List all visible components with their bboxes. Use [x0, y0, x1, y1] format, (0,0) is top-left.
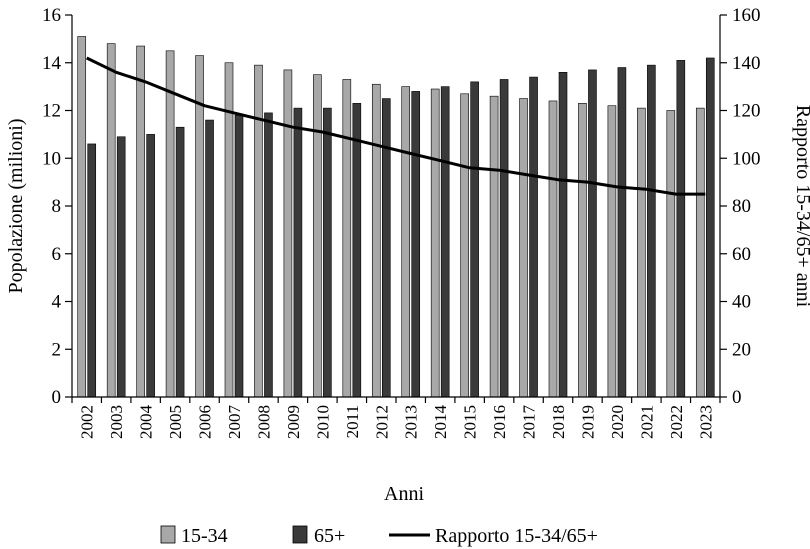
bar-65plus-2015 — [470, 81, 479, 398]
x-tick-label: 2005 — [166, 405, 185, 439]
y2-tick-label: 120 — [732, 101, 761, 122]
bar-15-34-2021 — [637, 107, 646, 398]
bar-65plus-2018 — [558, 72, 568, 398]
y-tick-label: 0 — [52, 387, 62, 408]
bar-15-34-2015 — [460, 93, 469, 398]
bar-15-34-2009 — [283, 69, 293, 398]
plot-area: 0 2 4 6 8 10 12 14 16 0 20 40 60 80 100 120 140 160 2002… — [42, 5, 761, 439]
bar-15-34-2003 — [106, 43, 116, 398]
legend-label-ratio: Rapporto 15-34/65+ — [435, 525, 598, 547]
x-tick-label: 2023 — [696, 405, 715, 439]
bar-65plus-2010 — [323, 107, 332, 398]
x-tick-label: 2018 — [549, 405, 568, 439]
x-tick-label: 2016 — [490, 405, 509, 439]
bar-65plus-2017 — [529, 76, 538, 398]
bar-15-34-2011 — [342, 79, 352, 398]
y-tick-label: 4 — [52, 292, 62, 313]
bar-65plus-2022 — [676, 60, 686, 398]
x-tick-label: 2019 — [578, 405, 597, 439]
y-tick-label: 8 — [52, 196, 62, 217]
legend: 15-34 65+ Rapporto 15-34/65+ — [160, 525, 598, 547]
bar-65plus-2002 — [87, 143, 97, 398]
y-tick-label: 10 — [42, 148, 61, 169]
y-tick-label: 6 — [52, 244, 62, 265]
y2-tick-label: 60 — [732, 244, 751, 265]
bar-15-34-2006 — [195, 55, 204, 398]
bar-65plus-2011 — [352, 103, 362, 398]
bar-15-34-2017 — [519, 98, 528, 398]
legend-swatch-15-34 — [160, 525, 176, 544]
bar-15-34-2023 — [695, 107, 705, 398]
y2-tick-label: 160 — [732, 5, 761, 26]
x-tick-label: 2020 — [608, 405, 627, 439]
bar-65plus-2019 — [588, 69, 597, 398]
bar-65plus-2004 — [146, 134, 155, 398]
bar-65plus-2023 — [705, 57, 715, 398]
bar-65plus-2021 — [647, 64, 656, 398]
y-tick-label: 2 — [52, 339, 62, 360]
x-tick-label: 2004 — [137, 405, 156, 440]
bar-15-34-2014 — [430, 88, 440, 398]
y-tick-label: 12 — [42, 101, 61, 122]
x-tick-label: 2003 — [107, 405, 126, 439]
x-tick-label: 2011 — [343, 405, 362, 438]
bar-15-34-2002 — [77, 36, 87, 398]
bar-15-34-2010 — [313, 74, 322, 398]
x-tick-label: 2015 — [461, 405, 480, 439]
x-ticks: 2002 2003 2004 2005 2006 2007 2008 2009 2010 2011… — [71, 397, 721, 440]
x-tick-label: 2012 — [372, 405, 391, 439]
bar-15-34-2018 — [548, 100, 558, 398]
legend-swatch-65plus — [292, 525, 308, 544]
y2-tick-label: 20 — [732, 339, 751, 360]
y-tick-label: 16 — [42, 5, 61, 26]
x-tick-label: 2017 — [520, 405, 539, 440]
bar-65plus-2020 — [617, 67, 627, 398]
x-tick-label: 2002 — [78, 405, 97, 439]
y2-tick-label: 40 — [732, 292, 751, 313]
x-tick-label: 2013 — [402, 405, 421, 439]
bar-65plus-2014 — [440, 86, 450, 398]
x-tick-label: 2010 — [313, 405, 332, 439]
x-tick-label: 2007 — [225, 405, 244, 440]
y2-tick-label: 80 — [732, 196, 751, 217]
bar-65plus-2013 — [411, 91, 421, 398]
bar-15-34-2016 — [489, 95, 499, 398]
y2-tick-label: 100 — [732, 148, 761, 169]
x-tick-label: 2008 — [254, 405, 273, 439]
x-tick-label: 2009 — [284, 405, 303, 439]
bar-15-34-2013 — [401, 86, 411, 398]
bar-15-34-2005 — [165, 50, 175, 398]
y2-axis-title: Rapporto 15-34/65+ anni — [792, 105, 810, 308]
ratio-line — [86, 56, 706, 196]
bar-65plus-2008 — [264, 112, 273, 398]
x-tick-label: 2021 — [637, 405, 656, 439]
bar-15-34-2020 — [607, 105, 617, 398]
bar-65plus-2003 — [116, 136, 126, 398]
bars-layer — [77, 36, 715, 398]
bar-65plus-2006 — [205, 119, 214, 398]
bar-15-34-2008 — [254, 64, 263, 398]
x-tick-label: 2006 — [196, 405, 215, 439]
y-ticks-left: 0 2 4 6 8 10 12 14 16 — [42, 5, 72, 408]
x-tick-label: 2022 — [667, 405, 686, 439]
x-axis-title: Anni — [384, 483, 424, 505]
legend-label-15-34: 15-34 — [181, 525, 228, 547]
bar-65plus-2007 — [234, 114, 244, 398]
bar-15-34-2012 — [371, 83, 381, 398]
y-tick-label: 14 — [42, 53, 62, 74]
y-axis-title: Popolazione (milioni) — [5, 119, 27, 294]
bar-65plus-2012 — [381, 98, 391, 398]
bar-15-34-2019 — [578, 103, 587, 398]
bar-65plus-2005 — [175, 126, 185, 398]
bar-15-34-2004 — [136, 45, 145, 398]
bar-65plus-2009 — [293, 107, 303, 398]
bar-65plus-2016 — [499, 79, 509, 398]
legend-label-65plus: 65+ — [314, 525, 345, 547]
x-tick-label: 2014 — [431, 405, 450, 440]
y2-tick-label: 0 — [732, 387, 742, 408]
y2-tick-label: 140 — [732, 53, 761, 74]
bar-15-34-2022 — [666, 110, 676, 398]
y-ticks-right: 0 20 40 60 80 100 120 140 160 — [720, 5, 761, 408]
